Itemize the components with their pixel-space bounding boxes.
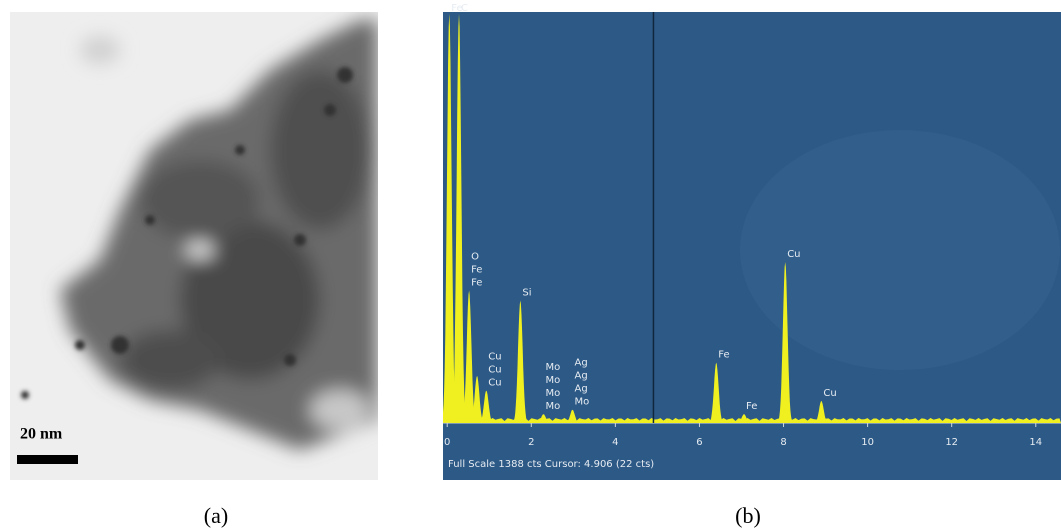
panel-caption: (a) <box>204 503 228 528</box>
peak-label: O <box>471 251 479 262</box>
peak-label: Mo <box>545 362 560 373</box>
peak-label: Fe <box>746 401 757 412</box>
peak-label: Mo <box>545 375 560 386</box>
peak-label: Mo <box>545 401 560 412</box>
peak-label: Cu <box>787 249 800 260</box>
spectrum-peak <box>511 300 530 423</box>
tem-image <box>10 12 378 480</box>
spectrum-peak <box>707 362 726 423</box>
peak-label: Fe <box>471 264 482 275</box>
x-tick-label: 14 <box>1029 437 1042 448</box>
peak-label: Cu <box>488 352 501 363</box>
x-tick-label: 8 <box>780 437 786 448</box>
spectrum-background <box>443 12 1061 480</box>
spectrum-peak <box>449 14 469 423</box>
peak-label: Ag <box>574 358 587 369</box>
spectrum-peak <box>563 409 582 423</box>
spectrum-peak <box>776 262 795 423</box>
peak-label: Fe <box>718 350 729 361</box>
peak-label: Fe <box>471 277 482 288</box>
x-tick-label: 12 <box>945 437 958 448</box>
spectrum-peak <box>812 400 831 423</box>
status-text: Full Scale 1388 cts Cursor: 4.906 (22 ct… <box>448 459 654 470</box>
peak-label: Cu <box>823 388 836 399</box>
peak-label: Si <box>522 287 531 298</box>
x-tick-label: 0 <box>444 437 450 448</box>
peak-label: Ag <box>574 371 587 382</box>
spectrum-peak <box>477 390 496 423</box>
peak-label: C <box>461 3 468 14</box>
peak-label: Fe <box>451 3 462 14</box>
x-tick-label: 2 <box>528 437 534 448</box>
background-glare <box>740 130 1060 370</box>
spectrum-peak <box>459 290 479 423</box>
peak-label: Cu <box>488 365 501 376</box>
spectrum-peak <box>443 14 459 423</box>
peak-label: Mo <box>574 397 589 408</box>
x-tick-label: 10 <box>861 437 874 448</box>
scale-bar-label: 20 nm <box>20 426 63 443</box>
x-tick-label: 4 <box>612 437 618 448</box>
spectrum-baseline <box>453 418 1061 423</box>
panel-caption: (b) <box>735 503 761 528</box>
peak-label: Mo <box>545 388 560 399</box>
scale-bar <box>17 455 78 464</box>
peak-label: Ag <box>574 384 587 395</box>
x-tick-label: 6 <box>696 437 702 448</box>
spectrum-peak <box>734 414 754 423</box>
spectrum-peak <box>534 414 553 423</box>
spectrum-peak <box>467 375 487 423</box>
peak-label: Cu <box>488 378 501 389</box>
